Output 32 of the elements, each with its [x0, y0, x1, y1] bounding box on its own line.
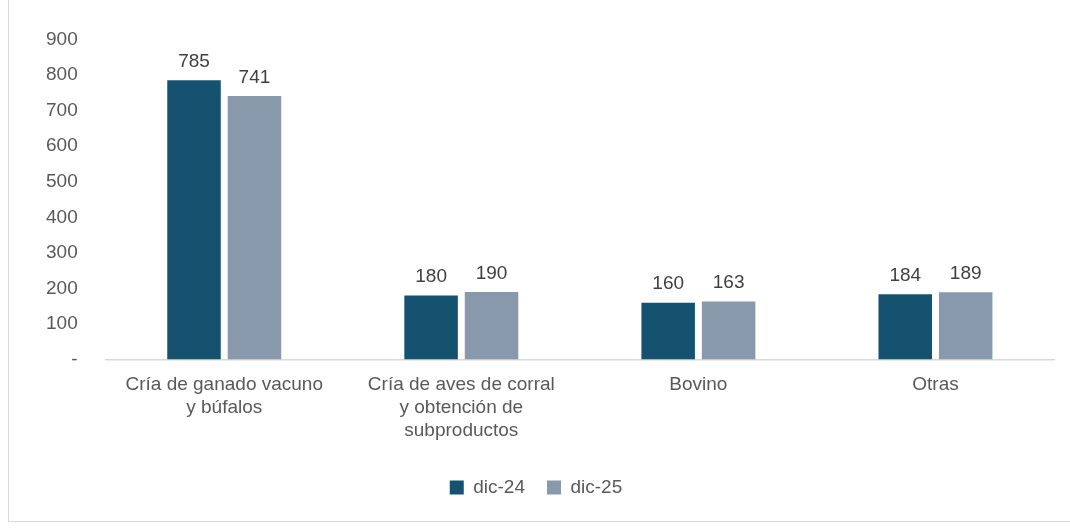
bar — [701, 301, 756, 360]
bar — [938, 292, 993, 360]
y-tick-label: 300 — [46, 241, 78, 263]
bar — [878, 294, 932, 360]
x-tick-label: Cría de aves de corral y obtención de subproductos — [367, 373, 555, 440]
data-label: 163 — [712, 271, 745, 293]
data-label: 189 — [949, 262, 982, 284]
bar — [167, 80, 221, 360]
x-tick-label: Bovino — [669, 373, 728, 395]
bar — [641, 302, 695, 360]
y-tick-label: 200 — [46, 276, 78, 298]
y-tick-label: 700 — [46, 98, 78, 120]
bar — [464, 292, 519, 360]
y-tick-label: - — [71, 347, 78, 369]
data-label: 180 — [415, 265, 447, 287]
y-tick-label: 500 — [46, 169, 78, 191]
legend-label: dic-24 — [473, 475, 526, 497]
x-tick-label: Otras — [912, 373, 959, 395]
legend-label: dic-25 — [570, 475, 623, 497]
data-label: 190 — [475, 261, 508, 283]
data-label: 160 — [652, 272, 685, 294]
bar — [227, 95, 282, 360]
data-label: 785 — [178, 50, 210, 72]
data-label: 184 — [889, 263, 922, 285]
y-tick-label: 600 — [46, 134, 78, 156]
y-tick-label: 900 — [46, 27, 78, 49]
y-tick-label: 400 — [46, 205, 78, 227]
x-tick-label: Cría de ganado vacuno y búfalos — [125, 373, 324, 418]
y-tick-label: 100 — [46, 312, 78, 334]
data-label: 741 — [238, 65, 271, 87]
bar — [404, 295, 458, 360]
y-tick-label: 800 — [46, 63, 78, 85]
